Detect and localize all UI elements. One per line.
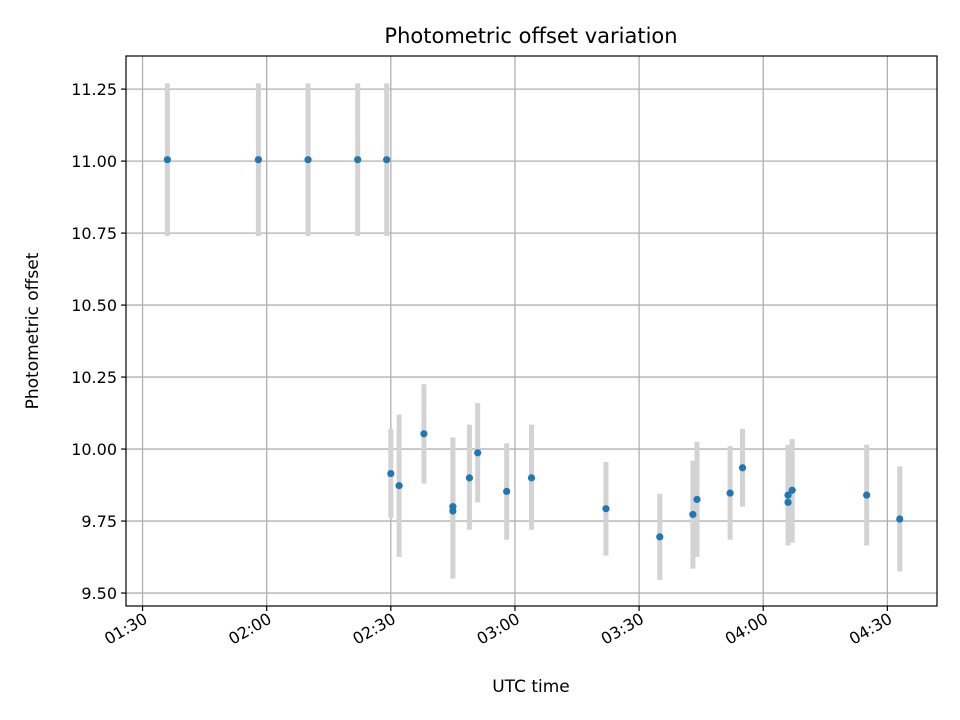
y-tick-label: 10.25 <box>71 368 117 387</box>
y-tick-label: 9.50 <box>81 584 117 603</box>
data-point <box>465 474 474 482</box>
data-point <box>420 430 428 438</box>
point-layer <box>163 156 904 541</box>
plot-frame <box>125 55 938 607</box>
y-tick-label: 11.00 <box>71 152 117 171</box>
data-point <box>304 156 312 164</box>
data-point <box>254 156 263 164</box>
data-point <box>863 491 871 499</box>
y-axis-title: Photometric offset <box>23 252 43 409</box>
data-point <box>784 491 792 499</box>
data-point <box>474 449 482 457</box>
data-point <box>784 498 792 506</box>
data-point <box>726 489 734 497</box>
chart-title: Photometric offset variation <box>384 24 677 48</box>
data-point <box>387 469 395 478</box>
data-point <box>503 487 511 495</box>
data-point <box>602 505 610 513</box>
data-point <box>395 482 403 490</box>
y-tick-label: 10.75 <box>71 224 117 243</box>
data-point <box>163 156 171 164</box>
data-point <box>788 486 796 494</box>
data-point <box>656 533 664 541</box>
data-point <box>527 474 536 482</box>
data-point <box>693 495 701 504</box>
x-axis-title: UTC time <box>492 677 570 697</box>
y-tick-label: 9.75 <box>81 512 117 531</box>
data-point <box>449 503 457 511</box>
data-point <box>738 464 747 472</box>
y-tick-label: 10.50 <box>71 296 117 315</box>
data-point <box>689 510 697 519</box>
data-point <box>896 515 904 523</box>
data-point <box>354 156 362 164</box>
y-tick-label: 11.25 <box>71 80 117 99</box>
y-tick-label: 10.00 <box>71 440 117 459</box>
data-point <box>383 156 391 164</box>
grid-layer <box>126 56 937 606</box>
